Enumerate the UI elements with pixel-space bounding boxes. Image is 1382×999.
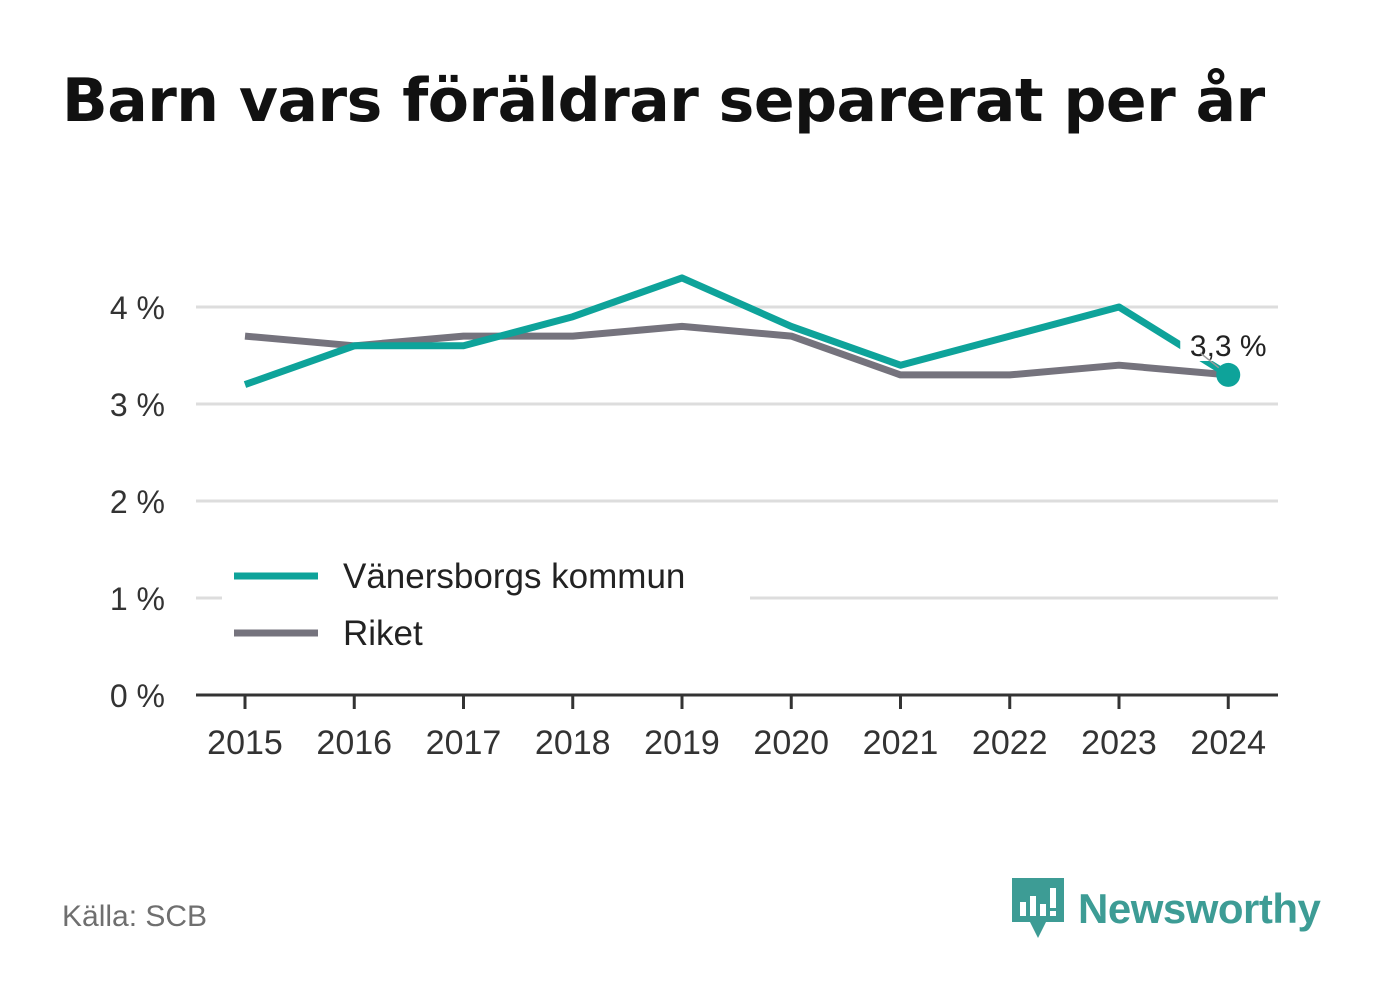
legend-background [222,548,750,660]
y-tick-label: 0 % [110,678,165,714]
x-tick-label: 2022 [972,724,1048,762]
x-axis: 2015 2016 2017 2018 2019 2020 2021 2022 2023 2024 [196,693,1278,762]
data-point-end [1216,362,1241,387]
y-tick-label: 1 % [110,581,165,617]
series-line-riket [244,322,1229,379]
brand-name: Newsworthy [1078,885,1321,932]
annotation-leader [1199,352,1221,370]
legend-label: Vänersborgs kommun [343,557,685,596]
source-label: Källa: SCB [62,900,208,933]
x-tick-label: 2019 [644,724,720,762]
x-tick-label: 2018 [535,724,611,762]
end-annotation: 3,3 % [1180,325,1279,387]
legend: Vänersborgs kommun Riket [222,548,750,660]
x-tick-label: 2021 [863,724,939,762]
x-tick-label: 2016 [316,724,392,762]
x-tick-label: 2020 [753,724,829,762]
x-tick-label: 2017 [426,724,502,762]
x-tick-label: 2015 [207,724,283,762]
annotation-background [1180,325,1279,361]
brand-logo: Newsworthy [1012,878,1321,940]
x-tick-label: 2023 [1081,724,1157,762]
x-tick-label: 2024 [1190,724,1266,762]
y-tick-label: 2 % [110,484,165,520]
annotation-label: 3,3 % [1190,330,1267,363]
y-tick-label: 4 % [110,290,165,326]
chart-title: Barn vars föräldrar separerat per år [62,66,1265,136]
legend-label: Riket [343,614,423,653]
newsworthy-logo-icon [1012,878,1064,938]
y-axis-ticks: 0 % 1 % 2 % 3 % 4 % [110,290,165,714]
series-lines [243,274,1231,388]
series-line-vanersborgs-kommun [243,274,1231,388]
y-tick-label: 3 % [110,387,165,423]
